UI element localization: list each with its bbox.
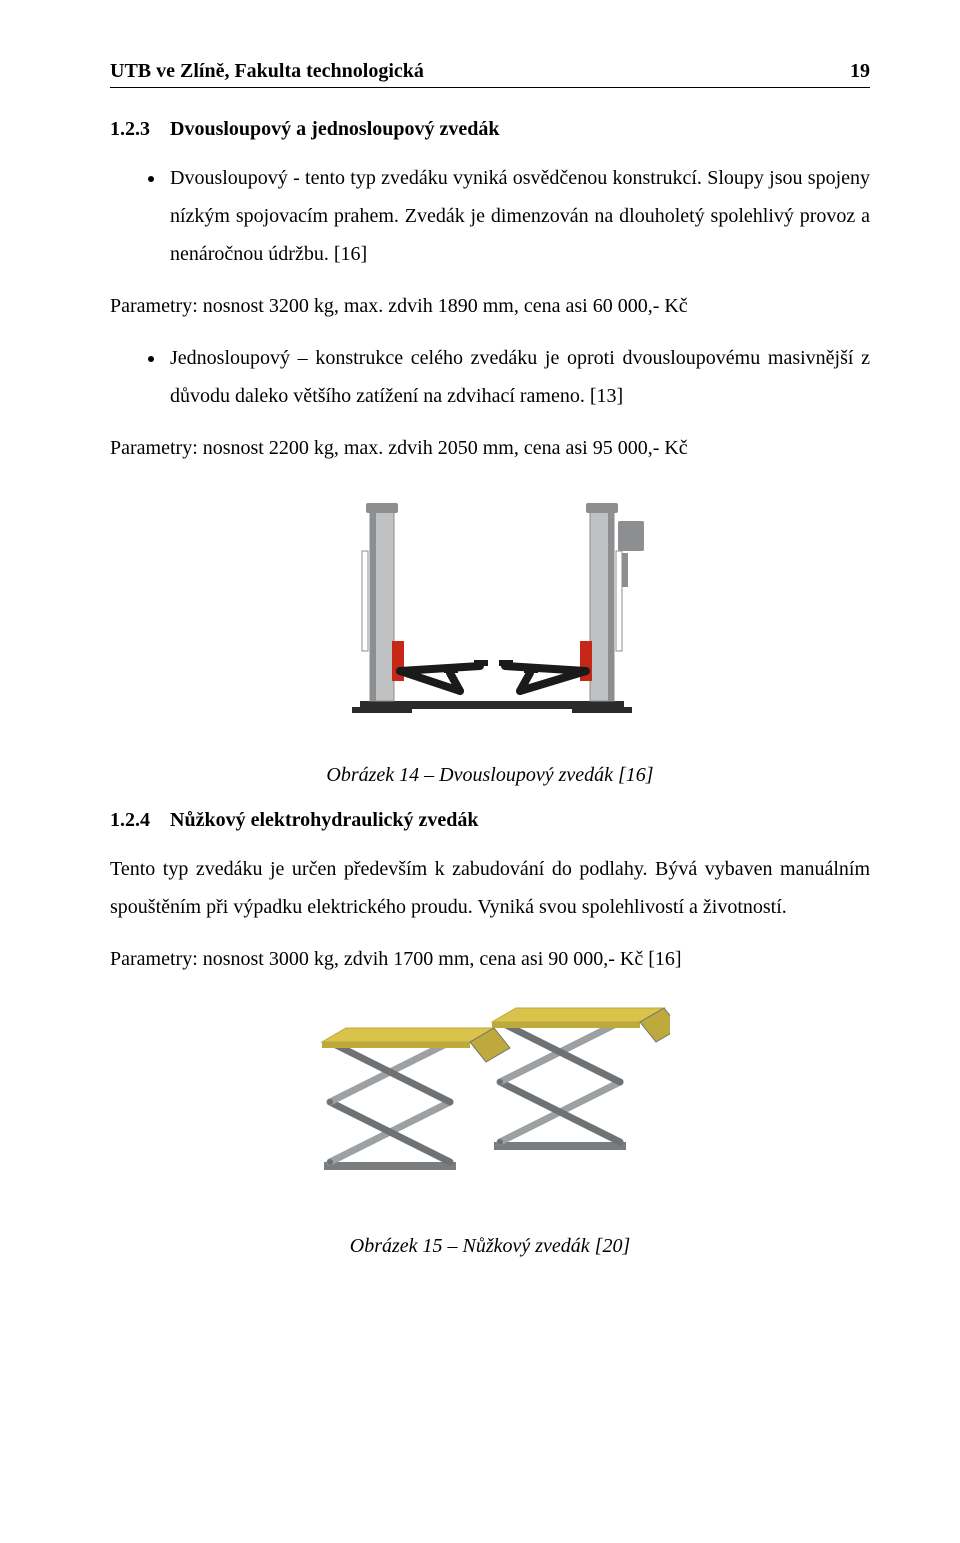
figure-15-caption: Obrázek 15 – Nůžkový zvedák [20] (110, 1235, 870, 1258)
header-page-number: 19 (850, 60, 870, 83)
section-title: Nůžkový elektrohydraulický zvedák (170, 809, 479, 832)
page-header: UTB ve Zlíně, Fakulta technologická 19 (110, 60, 870, 88)
bullet-lead: Dvousloupový (170, 167, 288, 189)
params-2: Parametry: nosnost 2200 kg, max. zdvih 2… (110, 429, 870, 467)
section-number: 1.2.4 (110, 809, 150, 832)
section-heading-1-2-3: 1.2.3 Dvousloupový a jednosloupový zvedá… (110, 118, 870, 141)
section-number: 1.2.3 (110, 118, 150, 141)
section-1-2-4-p1: Tento typ zvedáku je určen především k z… (110, 850, 870, 926)
scissor-lift-illustration (310, 1002, 670, 1202)
bullet-list-2: Jednosloupový – konstrukce celého zvedák… (110, 339, 870, 415)
section-1-2-4-params: Parametry: nosnost 3000 kg, zdvih 1700 m… (110, 940, 870, 978)
params-1: Parametry: nosnost 3200 kg, max. zdvih 1… (110, 287, 870, 325)
section-title: Dvousloupový a jednosloupový zvedák (170, 118, 500, 141)
figure-14 (110, 491, 870, 736)
two-post-lift-illustration (310, 491, 670, 731)
bullet-jednosloupovy: Jednosloupový – konstrukce celého zvedák… (166, 339, 870, 415)
figure-15 (110, 1002, 870, 1207)
bullet-dvousloupovy: Dvousloupový - tento typ zvedáku vyniká … (166, 159, 870, 273)
section-heading-1-2-4: 1.2.4 Nůžkový elektrohydraulický zvedák (110, 809, 870, 832)
header-institution: UTB ve Zlíně, Fakulta technologická (110, 60, 424, 83)
page: UTB ve Zlíně, Fakulta technologická 19 1… (0, 0, 960, 1320)
bullet-list-1: Dvousloupový - tento typ zvedáku vyniká … (110, 159, 870, 273)
figure-14-caption: Obrázek 14 – Dvousloupový zvedák [16] (110, 764, 870, 787)
bullet-lead: Jednosloupový (170, 347, 290, 369)
